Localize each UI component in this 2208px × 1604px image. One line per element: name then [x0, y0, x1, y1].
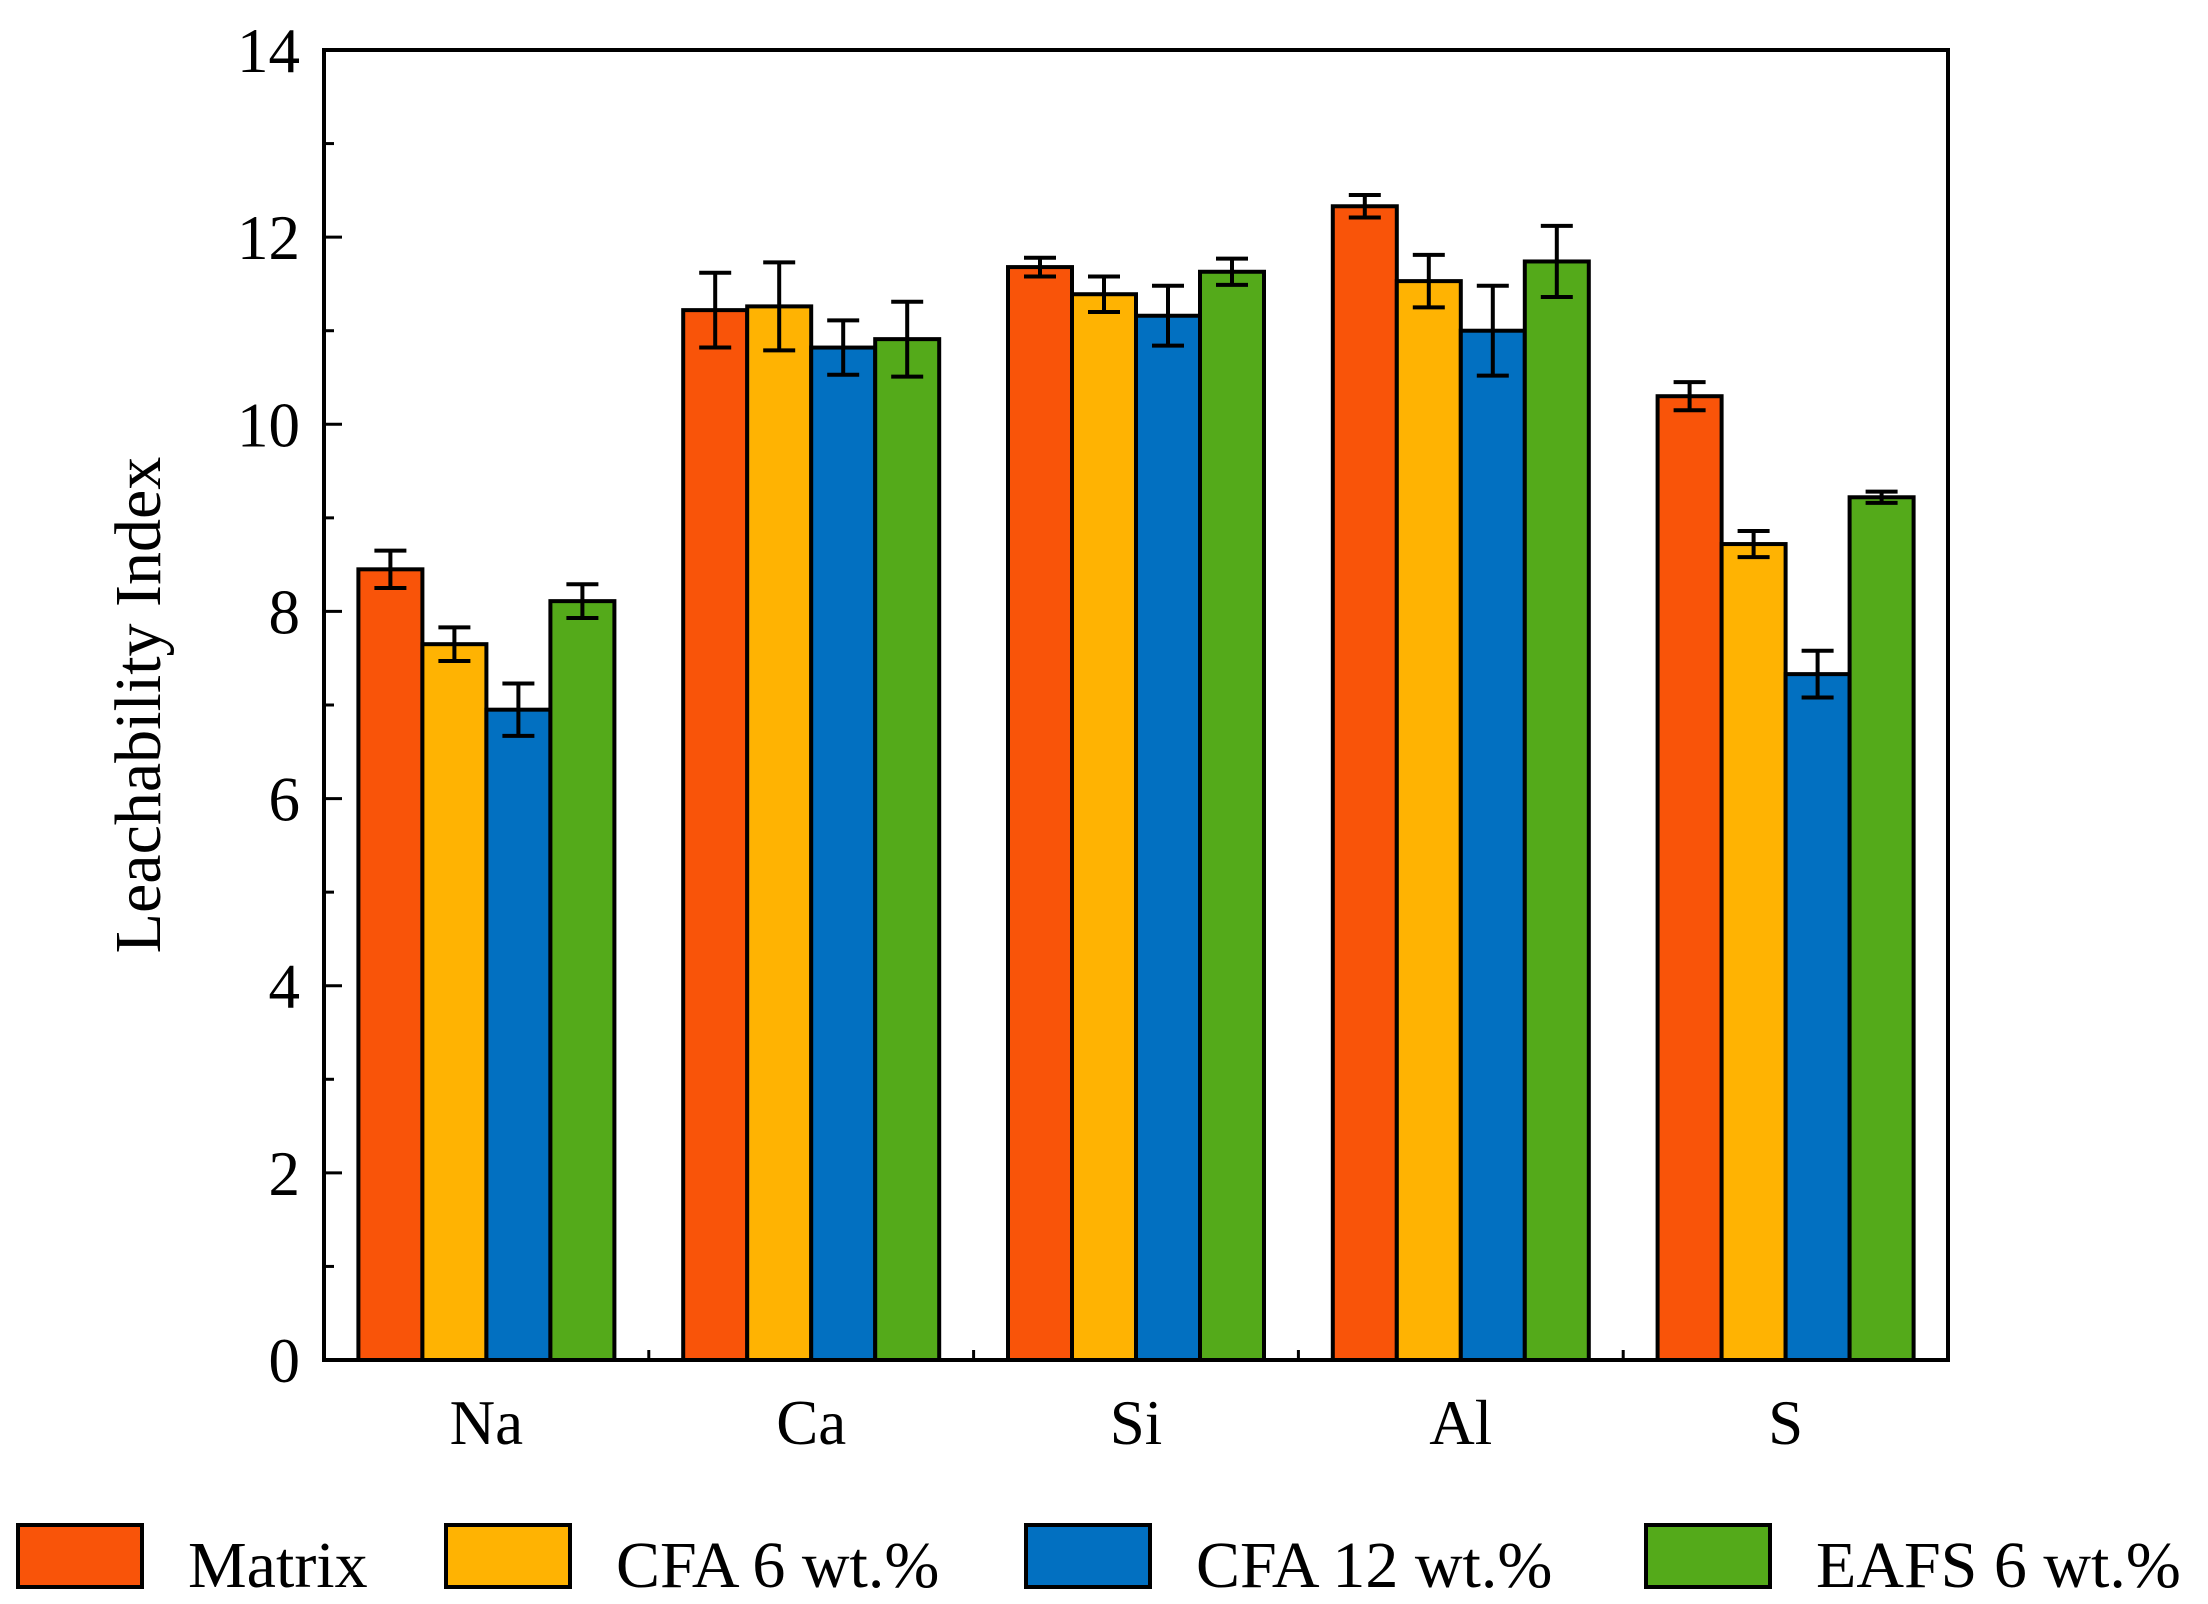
bars-group	[356, 204, 1916, 1363]
legend-swatch	[1644, 1523, 1772, 1589]
bar	[681, 308, 750, 1363]
x-tick-label: Ca	[776, 1388, 846, 1458]
bar	[1070, 292, 1138, 1362]
bar	[1006, 265, 1074, 1363]
legend-label: EAFS 6 wt.%	[1816, 1529, 2181, 1602]
x-axis: Na Ca Si Al S	[450, 1342, 1803, 1458]
x-tick-label: Na	[450, 1388, 523, 1458]
bar	[1847, 495, 1916, 1362]
x-tick-label: Al	[1429, 1388, 1492, 1458]
bar	[548, 599, 617, 1362]
bar	[1198, 269, 1266, 1362]
legend-label: CFA 6 wt.%	[616, 1529, 939, 1602]
legend: Matrix CFA 6 wt.% CFA 12 wt.% EAFS 6 wt.%	[16, 1523, 2181, 1602]
bar	[1783, 672, 1852, 1362]
y-tick-label: 6	[269, 765, 301, 835]
legend-swatch	[444, 1523, 572, 1589]
bar	[1719, 542, 1788, 1362]
bar	[1134, 313, 1202, 1363]
bar	[809, 345, 878, 1362]
bar	[745, 304, 814, 1362]
y-tick-label: 8	[269, 577, 301, 647]
bar	[1394, 279, 1463, 1362]
y-tick-label: 10	[237, 390, 300, 460]
y-tick-label: 14	[237, 16, 300, 86]
y-tick-label: 0	[269, 1326, 301, 1396]
legend-swatch	[1024, 1523, 1152, 1589]
legend-label: CFA 12 wt.%	[1196, 1529, 1552, 1602]
y-tick-label: 2	[269, 1139, 301, 1209]
legend-label: Matrix	[188, 1529, 368, 1602]
legend-swatch	[16, 1523, 144, 1589]
y-tick-label: 12	[237, 203, 300, 273]
bar	[1522, 259, 1591, 1362]
bar	[1330, 204, 1399, 1362]
error-bars-group	[374, 193, 1898, 738]
y-axis-label: Leachability Index	[102, 457, 175, 954]
bar	[420, 642, 489, 1362]
x-tick-label: S	[1768, 1388, 1803, 1458]
bar	[1655, 394, 1724, 1362]
bar	[873, 337, 942, 1362]
bar	[484, 707, 553, 1362]
x-tick-label: Si	[1110, 1388, 1163, 1458]
bar	[356, 567, 425, 1362]
y-axis: 0 2 4 6 8 10 12 14	[237, 16, 342, 1396]
bar	[1458, 328, 1527, 1363]
y-tick-label: 4	[269, 952, 301, 1022]
